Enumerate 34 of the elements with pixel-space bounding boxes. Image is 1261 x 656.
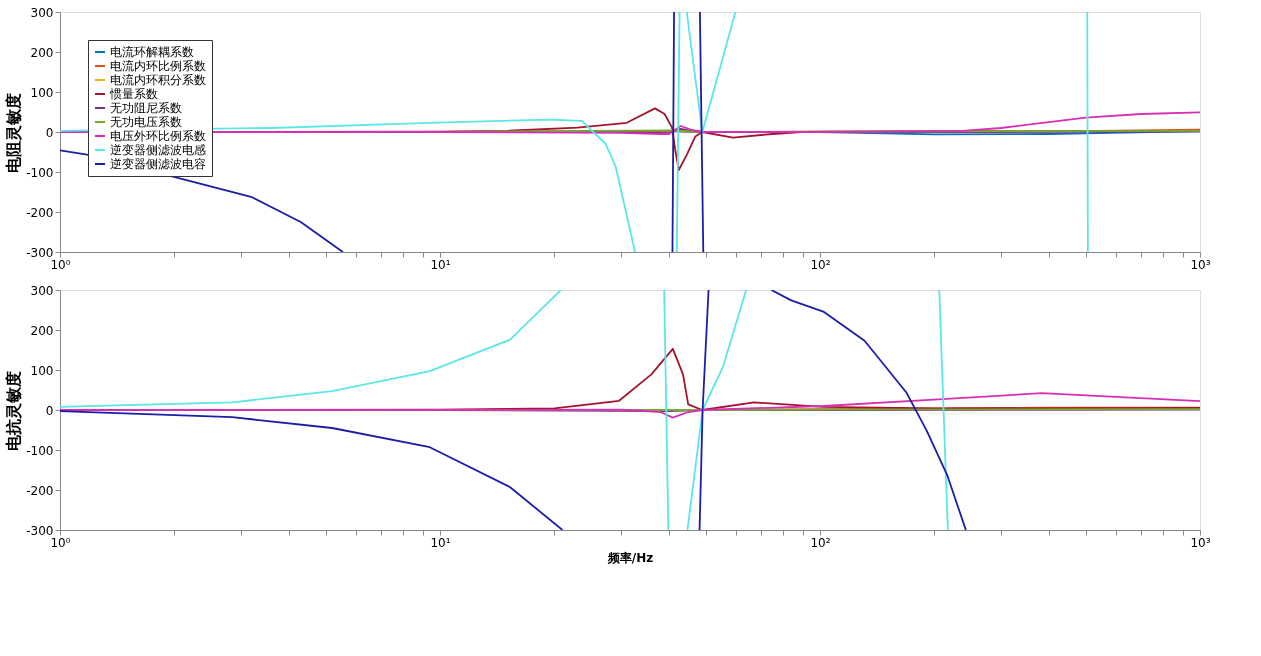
y-tick-label: -200 (26, 205, 54, 220)
y-tick-label: 0 (45, 403, 54, 418)
legend-label: 无功电压系数 (110, 115, 182, 129)
x-tick-label: 10² (810, 535, 831, 550)
x-tick-label: 10³ (1190, 535, 1211, 550)
x-tick-label: 10⁰ (50, 535, 71, 550)
y-tick-label: 0 (45, 125, 54, 140)
x-tick-label: 10⁰ (50, 257, 71, 272)
y-tick-label: 100 (30, 85, 54, 100)
legend-label: 惯量系数 (109, 87, 158, 101)
x-tick-label: 10¹ (430, 535, 451, 550)
y-axis-title: 电抗灵敏度 (4, 370, 24, 451)
y-axis-title: 电阻灵敏度 (4, 92, 24, 173)
y-tick-label: -200 (26, 483, 54, 498)
y-tick-label: 100 (30, 363, 54, 378)
y-tick-label: 200 (30, 323, 54, 338)
x-tick-label: 10¹ (430, 257, 451, 272)
x-tick-label: 10² (810, 257, 831, 272)
y-tick-label: -300 (26, 245, 54, 260)
legend-label: 电流内环比例系数 (110, 59, 206, 73)
legend-label: 电流内环积分系数 (110, 73, 206, 87)
x-tick-label: 10³ (1190, 257, 1211, 272)
legend-label: 逆变器侧滤波电感 (110, 143, 206, 157)
legend-label: 电压外环比例系数 (110, 129, 206, 143)
y-tick-label: 300 (30, 283, 54, 298)
y-tick-label: 200 (30, 45, 54, 60)
legend-label: 无功阻尼系数 (110, 101, 182, 115)
legend-label: 电流环解耦系数 (110, 45, 194, 59)
y-tick-label: 300 (30, 5, 54, 20)
x-axis-title: 频率/Hz (606, 550, 654, 565)
y-tick-label: -300 (26, 523, 54, 538)
legend-label: 逆变器侧滤波电容 (110, 157, 206, 171)
y-tick-label: -100 (26, 165, 54, 180)
y-tick-label: -100 (26, 443, 54, 458)
